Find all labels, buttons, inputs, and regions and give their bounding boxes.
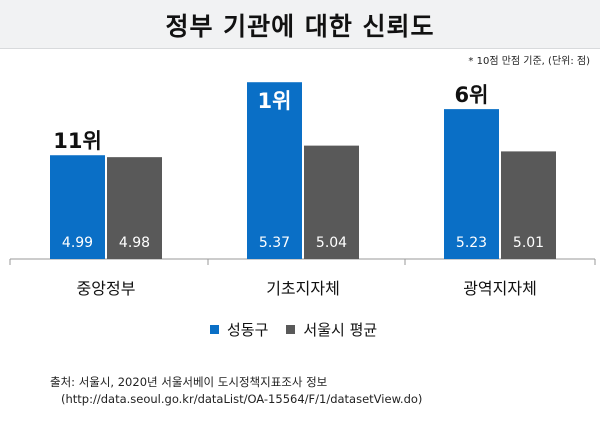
category-label-basic-local: 기초지자체 (266, 279, 340, 298)
bar-seongdong-central (50, 155, 105, 259)
legend: 성동구 서울시 평균 (210, 319, 395, 340)
data-label-seoul-average-central: 4.98 (119, 235, 150, 251)
source-url: (http://data.seoul.go.kr/dataList/OA-155… (61, 392, 423, 406)
source-note: 출처: 서울시, 2020년 서울서베이 도시정책지표조사 정보 (http:/… (50, 374, 422, 408)
rank-label-basic-local: 1위 (258, 89, 292, 113)
data-label-seoul-average-metro-local: 5.01 (513, 235, 544, 251)
legend-label-seoul-average: 서울시 평균 (303, 321, 378, 339)
bar-seongdong-metro-local (444, 109, 499, 259)
unit-note: * 10점 만점 기준, (단위: 점) (468, 56, 590, 67)
legend-label-seongdong: 성동구 (227, 321, 269, 339)
data-label-seongdong-basic-local: 5.37 (259, 235, 290, 251)
legend-item-seoul-average: 서울시 평균 (286, 319, 377, 340)
rank-label-central: 11위 (53, 129, 102, 153)
category-label-central: 중앙정부 (77, 279, 136, 298)
legend-swatch-seongdong (210, 325, 219, 334)
title-bar: 정부 기관에 대한 신뢰도 (0, 0, 600, 49)
legend-item-seongdong: 성동구 (210, 319, 268, 340)
rank-label-metro-local: 6위 (455, 83, 489, 107)
data-label-seongdong-metro-local: 5.23 (456, 235, 487, 251)
bar-seongdong-basic-local (247, 82, 302, 259)
data-label-seongdong-central: 4.99 (62, 235, 93, 251)
bar-seoul-average-basic-local (304, 145, 359, 259)
source-line: 출처: 서울시, 2020년 서울서베이 도시정책지표조사 정보 (50, 375, 328, 389)
legend-swatch-seoul-average (286, 325, 296, 334)
category-label-metro-local: 광역지자체 (463, 279, 537, 298)
chart-title: 정부 기관에 대한 신뢰도 (165, 12, 435, 41)
bar-seoul-average-metro-local (501, 151, 556, 259)
bar-seoul-average-central (107, 157, 162, 259)
data-label-seoul-average-basic-local: 5.04 (316, 235, 347, 251)
